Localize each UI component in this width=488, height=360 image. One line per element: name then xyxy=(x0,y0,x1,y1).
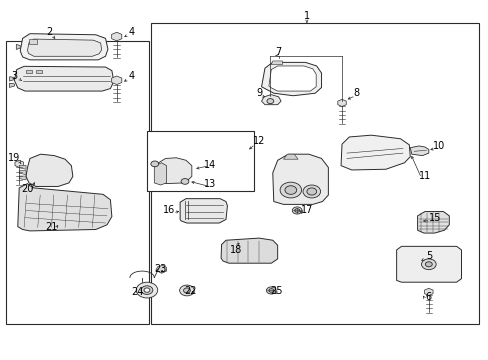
Polygon shape xyxy=(180,199,227,223)
Text: 11: 11 xyxy=(418,171,430,181)
Circle shape xyxy=(144,288,150,292)
Text: 4: 4 xyxy=(128,27,134,37)
Circle shape xyxy=(285,186,296,194)
Polygon shape xyxy=(268,66,316,91)
Polygon shape xyxy=(337,99,346,107)
Polygon shape xyxy=(27,39,102,56)
Text: 13: 13 xyxy=(204,179,216,189)
Polygon shape xyxy=(9,77,14,81)
Polygon shape xyxy=(19,171,26,175)
Polygon shape xyxy=(156,265,166,273)
Circle shape xyxy=(136,282,158,298)
Bar xyxy=(151,23,478,324)
Text: 20: 20 xyxy=(21,184,34,194)
Text: 10: 10 xyxy=(432,141,445,151)
Circle shape xyxy=(181,179,188,184)
Text: 17: 17 xyxy=(300,206,312,216)
Polygon shape xyxy=(340,135,409,170)
Text: 14: 14 xyxy=(204,159,216,170)
Bar xyxy=(5,41,149,324)
Polygon shape xyxy=(154,163,166,185)
Text: 21: 21 xyxy=(45,222,58,231)
Text: 22: 22 xyxy=(184,286,197,296)
Polygon shape xyxy=(396,246,461,282)
Polygon shape xyxy=(156,158,191,184)
Polygon shape xyxy=(18,184,112,231)
Text: 5: 5 xyxy=(425,251,431,261)
Circle shape xyxy=(294,209,299,212)
Polygon shape xyxy=(271,61,282,64)
Text: 16: 16 xyxy=(163,206,175,216)
Polygon shape xyxy=(36,69,42,73)
Text: 15: 15 xyxy=(427,213,440,223)
Polygon shape xyxy=(221,238,277,263)
Text: 1: 1 xyxy=(303,11,309,21)
Polygon shape xyxy=(417,212,448,233)
Polygon shape xyxy=(14,66,114,91)
Polygon shape xyxy=(111,32,122,41)
Polygon shape xyxy=(29,39,37,44)
Text: 19: 19 xyxy=(8,153,20,163)
Polygon shape xyxy=(20,34,108,60)
Polygon shape xyxy=(272,154,328,204)
Text: 12: 12 xyxy=(252,136,265,146)
Text: 25: 25 xyxy=(269,286,282,296)
Polygon shape xyxy=(9,83,14,87)
Polygon shape xyxy=(424,288,432,296)
Text: 9: 9 xyxy=(256,88,262,98)
Circle shape xyxy=(306,188,316,195)
Circle shape xyxy=(151,161,158,167)
Circle shape xyxy=(421,259,435,270)
Circle shape xyxy=(266,99,273,104)
Circle shape xyxy=(268,289,273,292)
Text: 18: 18 xyxy=(230,245,242,255)
Polygon shape xyxy=(26,69,32,73)
Text: 8: 8 xyxy=(353,88,359,98)
Polygon shape xyxy=(15,160,23,167)
Circle shape xyxy=(183,288,190,293)
Text: 3: 3 xyxy=(11,71,18,81)
Circle shape xyxy=(303,185,320,198)
Text: 6: 6 xyxy=(425,292,431,302)
Bar xyxy=(147,131,254,192)
Polygon shape xyxy=(19,165,26,169)
Circle shape xyxy=(280,182,301,198)
Text: 4: 4 xyxy=(128,71,134,81)
Text: 23: 23 xyxy=(154,264,166,274)
Circle shape xyxy=(141,286,153,294)
Polygon shape xyxy=(16,44,20,49)
Polygon shape xyxy=(261,95,281,105)
Polygon shape xyxy=(19,176,26,180)
Polygon shape xyxy=(111,76,122,85)
Circle shape xyxy=(425,262,431,267)
Polygon shape xyxy=(409,146,428,156)
Polygon shape xyxy=(261,62,321,96)
Circle shape xyxy=(292,207,302,214)
Text: 2: 2 xyxy=(46,27,53,37)
Circle shape xyxy=(266,287,276,294)
Text: 24: 24 xyxy=(131,287,143,297)
Circle shape xyxy=(179,285,194,296)
Polygon shape xyxy=(283,154,298,159)
Text: 7: 7 xyxy=(275,47,281,57)
Polygon shape xyxy=(26,154,73,186)
